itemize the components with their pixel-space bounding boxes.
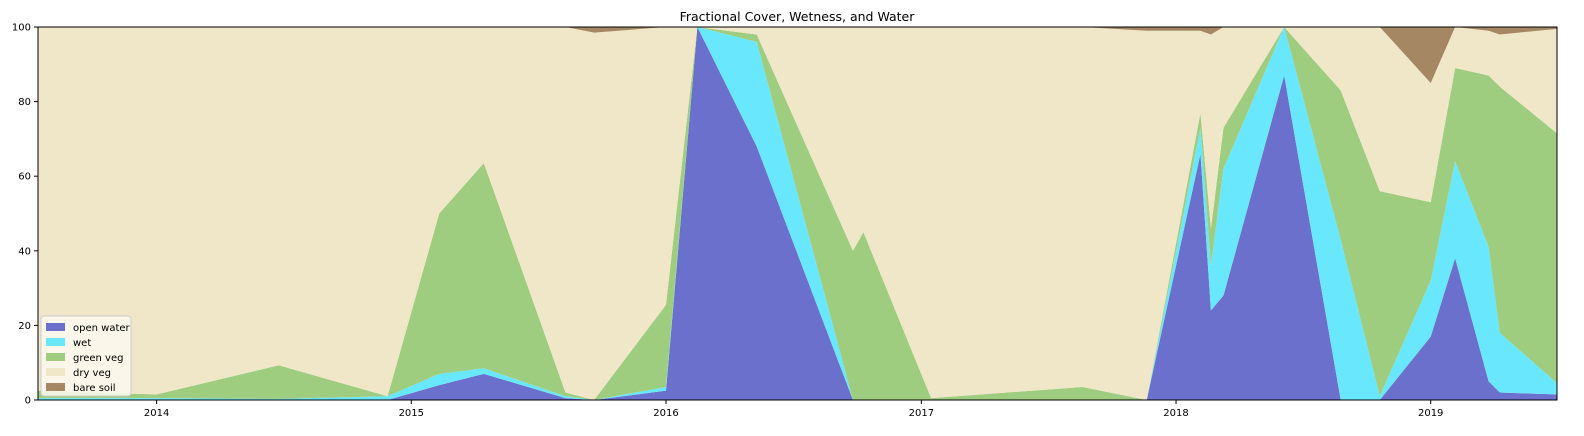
x-tick-label: 2018 [1163,408,1188,419]
plot-frame [37,26,1558,401]
y-tick-label: 40 [18,246,31,257]
y-tick-label: 60 [18,172,31,183]
area-wet [38,27,1557,400]
area-dry-veg [38,27,1557,400]
legend-swatch [46,368,65,376]
legend-label: green veg [73,353,123,364]
legend-swatch [46,353,65,361]
legend-label: bare soil [73,383,116,394]
legend-swatch [46,383,65,391]
area-bare-soil [38,27,1557,83]
y-axis: 0 20 40 60 80 100 [12,23,38,407]
y-tick-label: 100 [12,23,31,34]
area-green-veg [38,27,1557,400]
y-tick-label: 0 [25,396,31,407]
x-tick-label: 2019 [1418,408,1443,419]
area-open-water [38,27,1557,400]
x-tick-label: 2014 [144,408,169,419]
y-tick-label: 80 [18,97,31,108]
legend-swatch [46,323,65,331]
x-tick-label: 2017 [909,408,934,419]
legend: open water wet green veg dry veg bare soil [40,315,132,397]
x-tick-label: 2015 [399,408,424,419]
legend-label: wet [73,338,91,349]
areas-layer [38,27,1557,400]
legend-swatch [46,338,65,346]
legend-label: open water [73,323,131,334]
x-axis: 2014 2015 2016 2017 2018 2019 [144,400,1443,419]
legend-label: dry veg [73,368,111,379]
y-tick-label: 20 [18,321,31,332]
x-tick-label: 2016 [653,408,678,419]
chart-title: Fractional Cover, Wetness, and Water [680,9,916,24]
